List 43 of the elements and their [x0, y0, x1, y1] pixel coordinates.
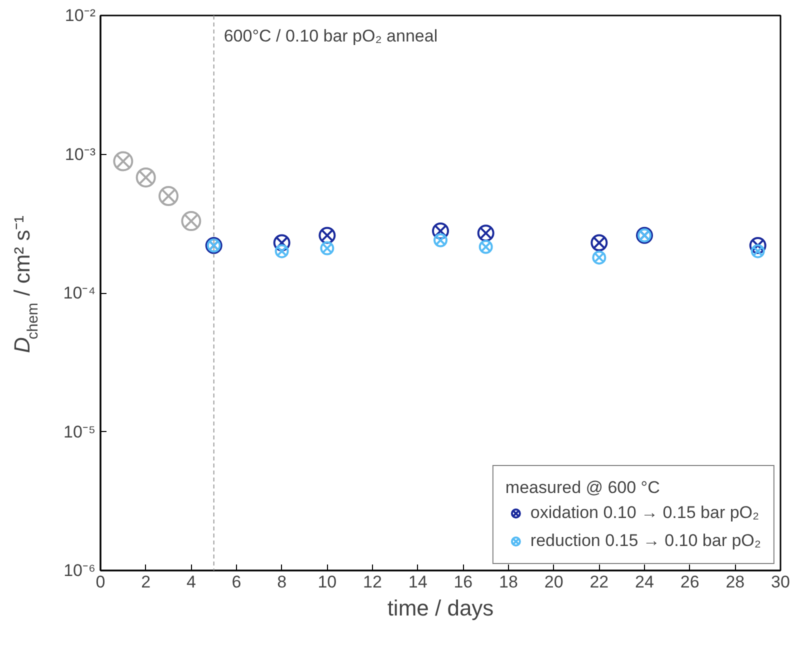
x-axis-title: time / days [387, 596, 494, 620]
y-axis-title: Dchem / cm² s⁻¹ [10, 216, 42, 353]
x-tick-label: 4 [186, 572, 196, 592]
x-tick-label: 0 [96, 572, 106, 592]
point [750, 244, 765, 258]
x-tick-label: 24 [635, 572, 654, 592]
x-tick-label: 10 [318, 572, 337, 592]
point [592, 250, 606, 265]
point [158, 186, 178, 206]
x-tick-label: 6 [232, 572, 242, 592]
point [432, 222, 449, 240]
x-tick-label: 22 [590, 572, 609, 592]
x-tick-label: 30 [771, 572, 790, 592]
point [274, 244, 289, 258]
x-tick-label: 8 [277, 572, 287, 592]
y-tick-label: 10⁻⁴ [63, 284, 96, 302]
x-tick-label: 18 [499, 572, 518, 592]
x-tick-label: 14 [408, 572, 428, 592]
y-tick-label: 10⁻³ [64, 144, 96, 164]
point [478, 240, 493, 254]
x-tick-label: 28 [726, 572, 745, 592]
legend-label: oxidation 0.10 → 0.15 bar pO₂ [530, 503, 760, 523]
point [318, 226, 336, 244]
point [113, 151, 134, 172]
ref-line-label: 600°C / 0.10 bar pO₂ anneal [224, 26, 438, 46]
y-tick-label: 10⁻² [64, 6, 96, 25]
x-tick-label: 20 [544, 572, 564, 592]
point [434, 233, 448, 248]
point [749, 237, 766, 254]
x-tick-label: 2 [141, 572, 151, 592]
y-tick-label: 10⁻⁵ [64, 422, 96, 442]
point [590, 234, 608, 252]
x-tick-label: 26 [680, 572, 700, 592]
point [181, 211, 202, 232]
point [320, 241, 334, 256]
point [477, 224, 494, 242]
x-tick-label: 16 [454, 572, 473, 592]
x-tick-label: 12 [363, 572, 382, 592]
legend-title: measured @ 600 °C [505, 478, 661, 498]
point [273, 234, 290, 252]
legend-label: reduction 0.15 → 0.10 bar pO₂ [530, 531, 761, 551]
y-tick-label: 10⁻⁶ [64, 561, 96, 580]
point [136, 168, 156, 188]
